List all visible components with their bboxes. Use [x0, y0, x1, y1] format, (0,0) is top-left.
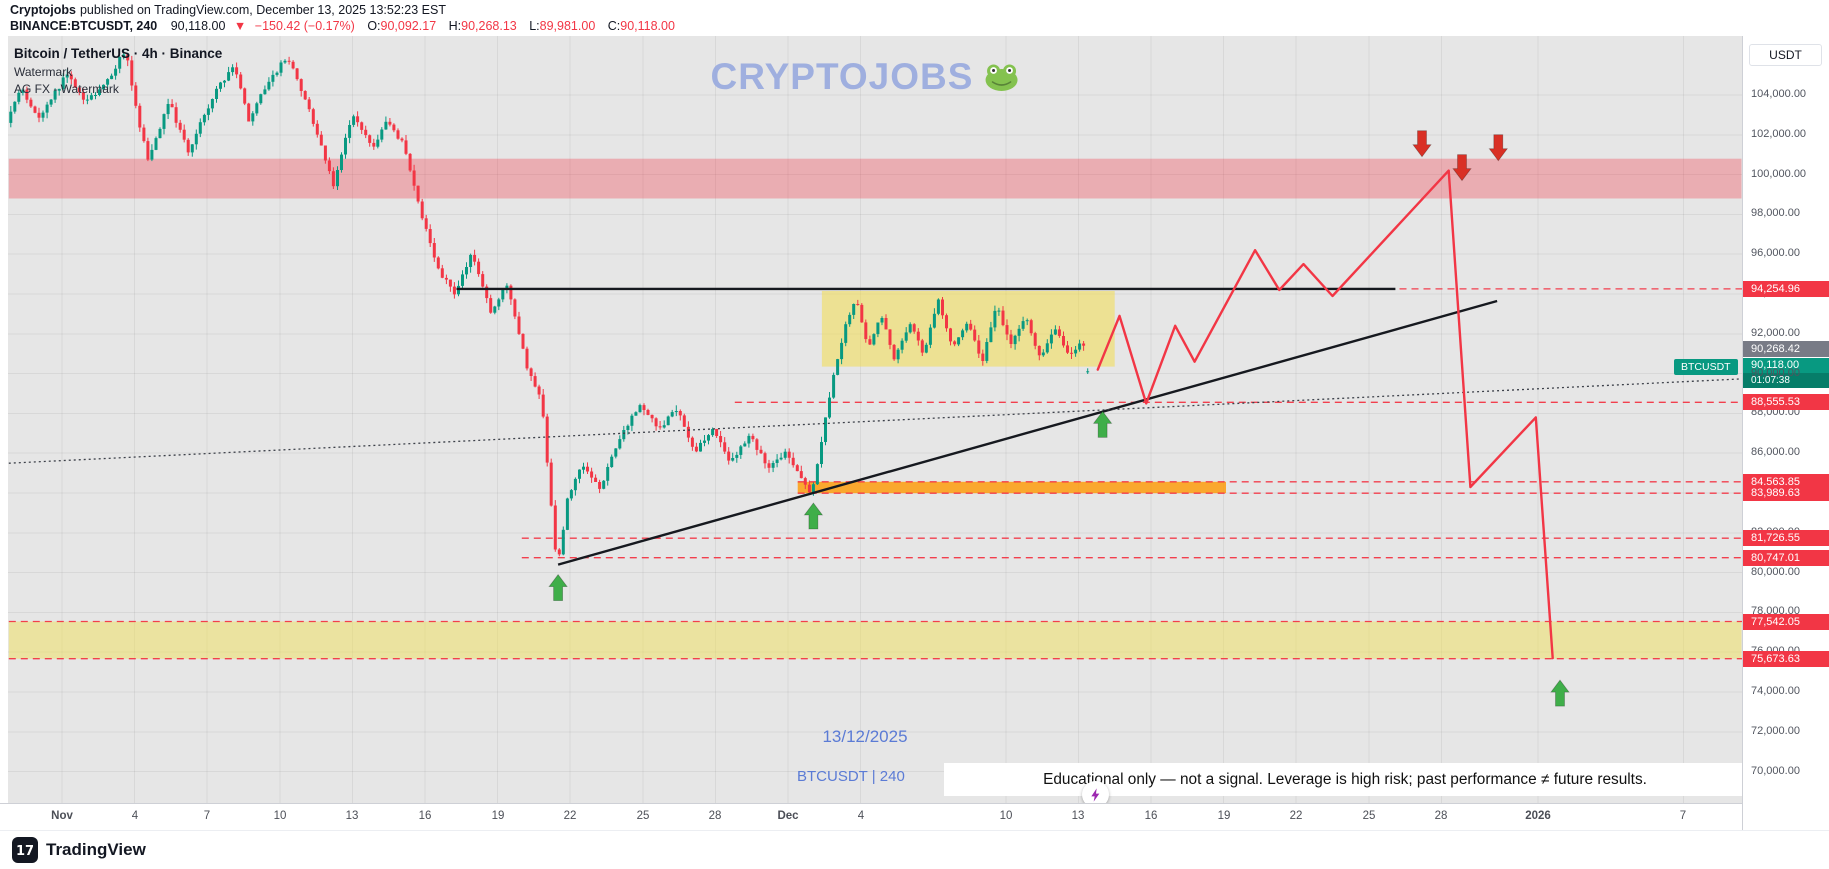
symbol-annotation: BTCUSDT | 240	[797, 768, 905, 785]
watermark-text: CRYPTOJOBS	[710, 56, 974, 97]
high-value: 90,268.13	[461, 19, 517, 33]
legend-watermark-indicator: Watermark	[14, 65, 73, 79]
lightning-icon	[1090, 787, 1099, 802]
candlestick-chart[interactable]	[0, 36, 1742, 803]
time-tick: 7	[203, 810, 211, 822]
time-tick: 4	[131, 810, 139, 822]
legend-symbol[interactable]: Bitcoin / TetherUS · 4h · Binance	[14, 46, 223, 61]
price-level-chip: 75,673.63	[1743, 651, 1829, 667]
price-tick: 86,000.00	[1751, 446, 1800, 458]
brand-name: TradingView	[46, 840, 146, 859]
price-level-chip: 80,747.01	[1743, 550, 1829, 566]
last-price: 90,118.00	[170, 19, 226, 33]
high-price-chip: 90,268.42	[1743, 341, 1829, 357]
current-price-label: 90,118.00	[1751, 359, 1800, 371]
time-tick: 22	[1289, 810, 1303, 822]
time-tick: 25	[636, 810, 650, 822]
time-tick: 19	[1217, 810, 1231, 822]
price-tick: 72,000.00	[1751, 725, 1800, 737]
publish-line: Cryptojobs published on TradingView.com, …	[10, 3, 446, 17]
date-annotation: 13/12/2025	[822, 727, 908, 746]
time-tick: 4	[857, 810, 865, 822]
publish-info: published on TradingView.com, December 1…	[79, 3, 446, 17]
disclaimer-text: Educational only — not a signal. Leverag…	[944, 763, 1746, 796]
time-tick: 2026	[1525, 810, 1551, 822]
watermark: CRYPTOJOBS	[711, 56, 1020, 98]
close-value: 90,118.00	[620, 19, 675, 33]
time-tick: 28	[1434, 810, 1448, 822]
countdown-timer: 01:07:38	[1743, 373, 1829, 388]
symbol-line: BINANCE:BTCUSDT, 240 90,118.00 ▼ −150.42…	[10, 19, 675, 33]
tradingview-logo[interactable]: 17 TradingView	[12, 837, 146, 863]
price-level-chip: 81,726.55	[1743, 530, 1829, 546]
price-tick: 96,000.00	[1751, 247, 1800, 259]
open-label: O:	[367, 19, 381, 33]
price-level-chip: 83,989.63	[1743, 485, 1829, 501]
chart-legend: Bitcoin / TetherUS · 4h · Binance Waterm…	[14, 46, 222, 99]
price-tick: 100,000.00	[1751, 168, 1807, 180]
chart-area[interactable]: Bitcoin / TetherUS · 4h · Binance Waterm…	[0, 36, 1829, 830]
high-label: H:	[448, 19, 462, 33]
low-value: 89,981.00	[539, 19, 596, 33]
down-triangle-icon: ▼	[233, 19, 247, 33]
time-tick: 7	[1679, 810, 1687, 822]
legend-agfx-indicator: AG FX - Watermark	[14, 82, 119, 96]
price-tick: 92,000.00	[1751, 327, 1800, 339]
price-tick: 90,000.00	[1751, 367, 1800, 379]
symbol-price-tag: BTCUSDT	[1674, 359, 1738, 375]
low-label: L:	[529, 19, 540, 33]
price-axis[interactable]: USDT 90,268.42 90,118.00 01:07:38 104,00…	[1742, 36, 1829, 830]
time-tick: 16	[1144, 810, 1158, 822]
time-tick: 10	[273, 810, 287, 822]
price-tick: 80,000.00	[1751, 566, 1800, 578]
time-tick: Dec	[777, 810, 799, 822]
time-tick: 13	[1071, 810, 1085, 822]
publisher-name: Cryptojobs	[10, 3, 76, 17]
close-label: C:	[607, 19, 621, 33]
tradingview-mark-icon: 17	[12, 837, 38, 863]
current-price-chip: 90,118.00 01:07:38	[1743, 358, 1829, 388]
time-tick: 10	[999, 810, 1013, 822]
price-tick: 102,000.00	[1751, 128, 1807, 140]
price-tick: 70,000.00	[1751, 765, 1800, 777]
svg-text:17: 17	[16, 844, 34, 859]
price-tick: 74,000.00	[1751, 685, 1800, 697]
footer: 17 TradingView	[0, 830, 1829, 869]
time-tick: 22	[563, 810, 577, 822]
price-level-chip: 88,555.53	[1743, 394, 1829, 410]
price-level-chip: 94,254.96	[1743, 281, 1829, 297]
price-tick: 98,000.00	[1751, 207, 1800, 219]
frog-icon	[985, 64, 1018, 91]
header: Cryptojobs published on TradingView.com, …	[0, 0, 1829, 36]
time-tick: 25	[1362, 810, 1376, 822]
price-change: −150.42 (−0.17%)	[254, 19, 355, 33]
time-tick: 16	[418, 810, 432, 822]
open-value: 90,092.17	[380, 19, 437, 33]
symbol-title: BINANCE:BTCUSDT, 240	[10, 19, 158, 33]
price-tick: 104,000.00	[1751, 88, 1807, 100]
time-axis[interactable]: Nov 4 7 10 13 16 19 22 25 28 Dec 4 10 13 16 19 22 25 28 202…	[0, 803, 1742, 830]
time-tick: Nov	[51, 810, 73, 822]
time-tick: 28	[708, 810, 722, 822]
time-tick: 19	[491, 810, 505, 822]
time-tick: 13	[345, 810, 359, 822]
price-level-chip: 77,542.05	[1743, 614, 1829, 630]
currency-toggle-button[interactable]: USDT	[1749, 44, 1822, 66]
